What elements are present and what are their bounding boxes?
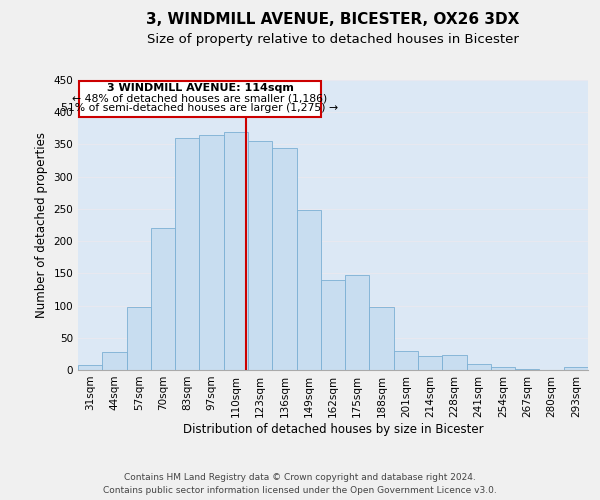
Bar [321,280,345,370]
Bar [345,274,370,370]
Text: ← 48% of detached houses are smaller (1,186): ← 48% of detached houses are smaller (1,… [73,94,328,104]
Bar [127,307,151,370]
Bar [394,350,418,370]
Bar [78,365,102,370]
Bar [224,132,248,370]
Bar [272,148,296,370]
X-axis label: Distribution of detached houses by size in Bicester: Distribution of detached houses by size … [182,422,484,436]
Bar [151,228,175,370]
Bar [199,135,224,370]
Y-axis label: Number of detached properties: Number of detached properties [35,132,48,318]
FancyBboxPatch shape [79,82,321,118]
Bar [467,364,491,370]
Text: 3 WINDMILL AVENUE: 114sqm: 3 WINDMILL AVENUE: 114sqm [107,84,293,94]
Bar [248,141,272,370]
Bar [491,368,515,370]
Bar [102,352,127,370]
Bar [370,308,394,370]
Text: 51% of semi-detached houses are larger (1,275) →: 51% of semi-detached houses are larger (… [61,104,338,114]
Bar [418,356,442,370]
Text: Size of property relative to detached houses in Bicester: Size of property relative to detached ho… [147,32,519,46]
Bar [515,368,539,370]
Text: Contains HM Land Registry data © Crown copyright and database right 2024.
Contai: Contains HM Land Registry data © Crown c… [103,474,497,495]
Bar [296,210,321,370]
Bar [564,368,588,370]
Bar [175,138,199,370]
Text: 3, WINDMILL AVENUE, BICESTER, OX26 3DX: 3, WINDMILL AVENUE, BICESTER, OX26 3DX [146,12,520,28]
Bar [442,355,467,370]
